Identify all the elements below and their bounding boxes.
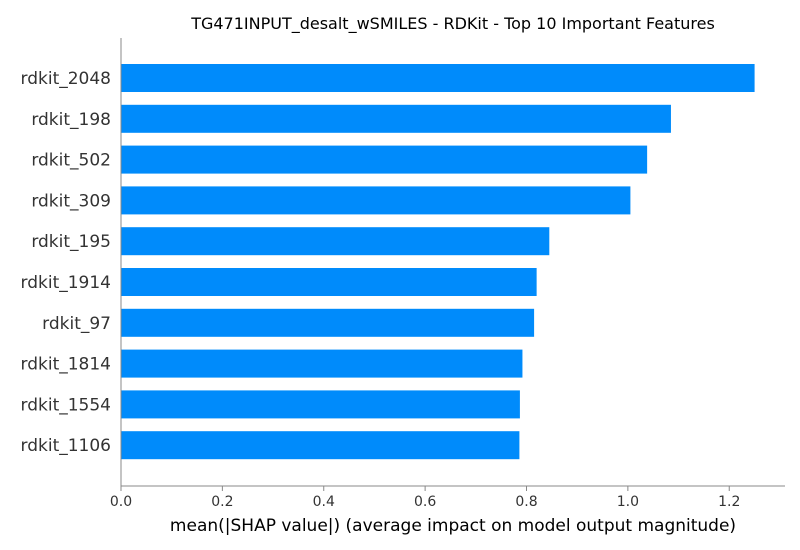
category-labels: rdkit_2048 rdkit_198 rdkit_502 rdkit_309rdk…: [21, 69, 111, 456]
bar-rdkit_2048: [121, 64, 755, 92]
bar-rdkit_1554: [121, 390, 520, 419]
bar-rdkit_1914: [121, 268, 537, 296]
bar-rdkit_502: [121, 145, 648, 174]
category-label: rdkit_1554: [21, 395, 111, 415]
x-ticks: 0.0 0.2 0.4 0.6 0.8 1.0 1.2: [110, 486, 740, 510]
category-label: rdkit_195: [31, 232, 111, 252]
bar-rdkit_309: [121, 186, 631, 215]
bars-group: [121, 64, 755, 460]
bar-rdkit_195: [121, 227, 550, 256]
x-tick-label: 1.0: [617, 494, 639, 510]
category-label: rdkit_2048: [21, 69, 111, 89]
x-tick-label: 0.8: [515, 494, 537, 510]
x-tick-label: 0.6: [414, 494, 436, 510]
category-label: rdkit_1814: [21, 355, 111, 375]
bar-rdkit_198: [121, 104, 671, 133]
category-label: rdkit_97: [42, 314, 111, 334]
category-label: rdkit_1914: [21, 273, 111, 293]
x-tick-label: 0.4: [313, 494, 335, 510]
bar-rdkit_1814: [121, 349, 523, 378]
category-label: rdkit_1106: [21, 436, 111, 456]
category-label: rdkit_502: [31, 151, 111, 171]
x-tick-label: 0.0: [110, 494, 132, 510]
x-axis-label: mean(|SHAP value|) (average impact on mo…: [170, 516, 736, 536]
bar-rdkit_97: [121, 308, 535, 337]
category-label: rdkit_309: [31, 191, 111, 211]
category-label: rdkit_198: [31, 110, 111, 130]
x-tick-label: 1.2: [718, 494, 740, 510]
x-tick-label: 0.2: [211, 494, 233, 510]
bar-rdkit_1106: [121, 431, 520, 460]
chart-title: TG471INPUT_desalt_wSMILES - RDKit - Top …: [190, 14, 715, 34]
